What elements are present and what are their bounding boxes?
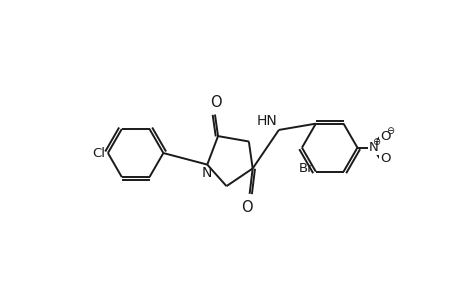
Text: O: O <box>379 152 390 165</box>
Text: O: O <box>240 200 252 215</box>
Text: O: O <box>209 95 221 110</box>
Text: Br: Br <box>298 161 313 175</box>
Text: N: N <box>201 166 211 180</box>
Text: Cl: Cl <box>92 146 105 160</box>
Text: HN: HN <box>256 114 277 128</box>
Text: O: O <box>379 130 390 143</box>
Text: N: N <box>368 141 378 154</box>
Text: ⊕: ⊕ <box>372 137 380 147</box>
Text: ⊖: ⊖ <box>386 127 394 136</box>
